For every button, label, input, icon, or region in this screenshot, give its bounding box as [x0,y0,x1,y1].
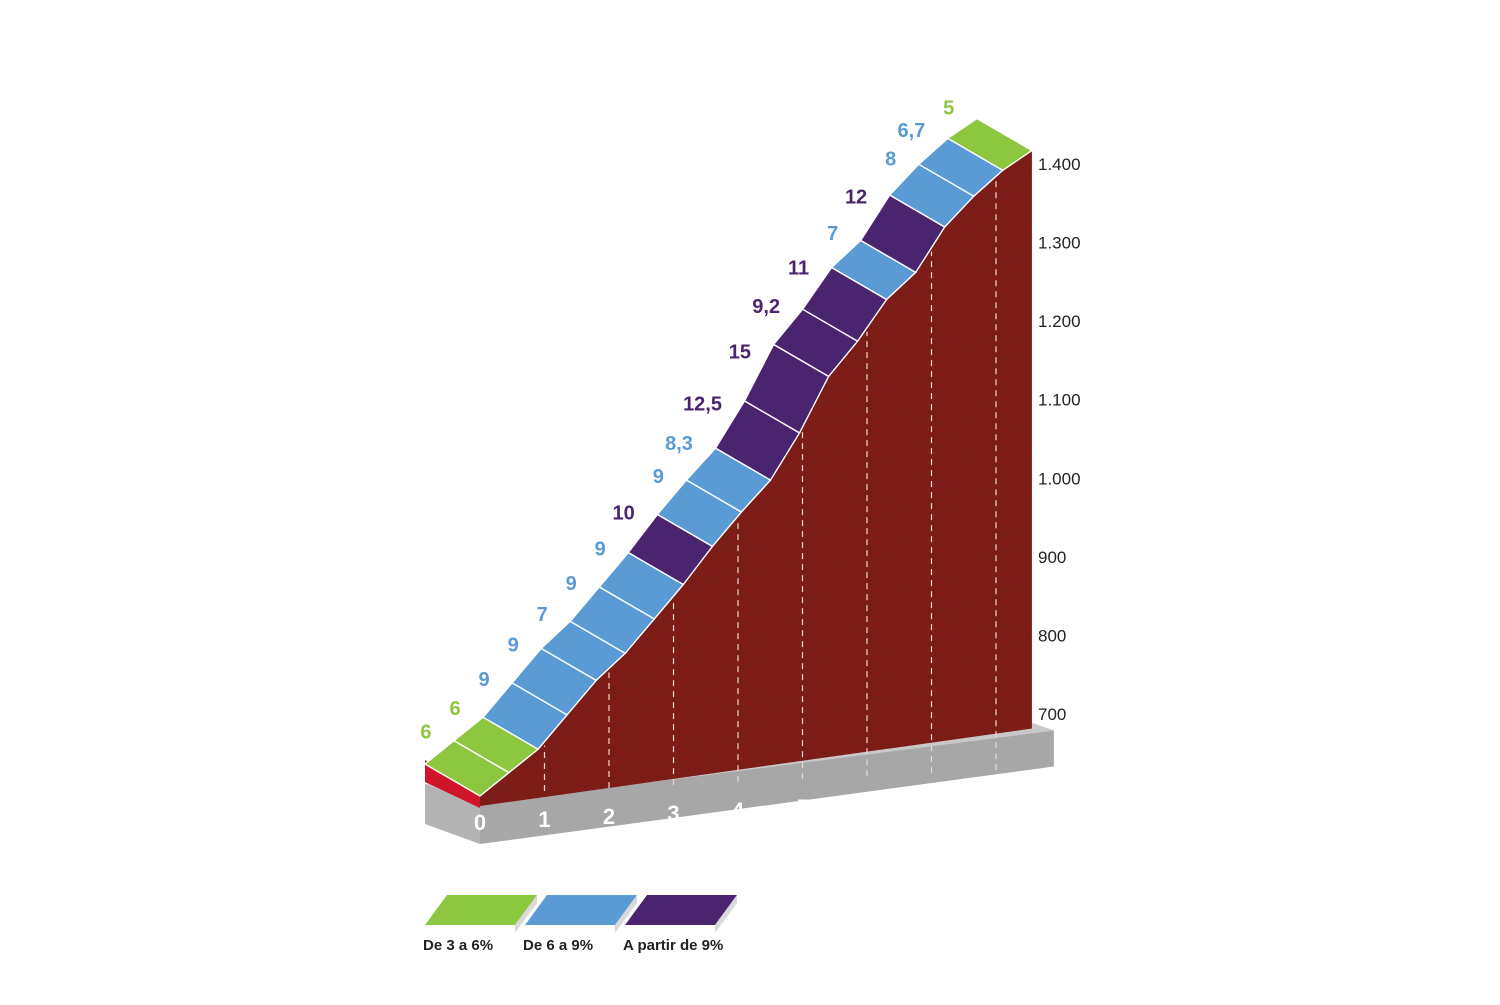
y-tick-label: 1.300 [1038,234,1081,253]
gradient-label: 9 [566,573,577,595]
y-tick-label: 1.000 [1038,469,1081,488]
legend-swatch [425,895,537,925]
y-axis-ticks: 700 800 900 1.000 1.100 1.200 1.300 1.400 [1038,155,1081,724]
x-axis-ticks: 0 1 2 3 4 5 6 7 8 [474,786,1002,835]
legend-label: A partir de 9% [623,937,723,954]
profile-body-layer [480,150,1032,806]
y-tick-label: 1.400 [1038,155,1081,174]
y-tick-label: 1.100 [1038,391,1081,410]
legend-swatch [625,895,737,925]
gradient-label: 5 [943,97,954,119]
gradient-label: 9,2 [752,296,780,318]
gradient-label: 9 [478,669,489,691]
gradient-label: 7 [537,604,548,626]
gradient-segments [423,117,1034,797]
x-tick-label: 0 [474,810,486,835]
legend-swatch [525,895,637,925]
x-tick-label: 4 [732,798,745,823]
gradient-label: 6 [420,721,431,743]
x-tick-label: 1 [538,807,550,832]
x-tick-label: 3 [667,801,679,826]
profile-body [480,150,1032,806]
gradient-label: 10 [613,502,635,524]
gradient-label: 7 [827,223,838,245]
gradient-label: 9 [508,635,519,657]
legend-swatch-side [515,895,537,933]
x-tick-label: 5 [796,795,808,820]
legend-swatch-side [615,895,637,933]
base-front-face [480,730,1054,844]
gradient-label: 12,5 [683,394,722,416]
x-tick-label: 2 [603,804,615,829]
y-tick-label: 900 [1038,548,1066,567]
gradient-label: 8 [885,149,896,171]
y-tick-label: 800 [1038,626,1066,645]
gradient-segment [946,117,1034,172]
gradient-label: 6 [449,698,460,720]
y-tick-label: 1.200 [1038,312,1081,331]
gradient-label: 9 [653,466,664,488]
legend-label: De 6 a 9% [523,937,593,954]
km-gridlines [543,180,997,792]
x-tick-label: 8 [990,786,1002,811]
y-tick-label: 700 [1038,705,1066,724]
legend-label: De 3 a 6% [423,937,493,954]
gradient-label: 11 [788,257,809,279]
x-tick-label: 6 [861,792,873,817]
gradient-label: 9 [595,539,606,561]
x-tick-label: 7 [925,789,937,814]
legend-swatch-side [715,895,737,933]
gradient-label: 6,7 [897,120,925,142]
legend: De 3 a 6% De 6 a 9% A partir de 9% [423,895,737,954]
gradient-label: 12 [845,187,867,209]
gradient-label: 15 [729,342,751,364]
gradient-label: 8,3 [665,433,693,455]
